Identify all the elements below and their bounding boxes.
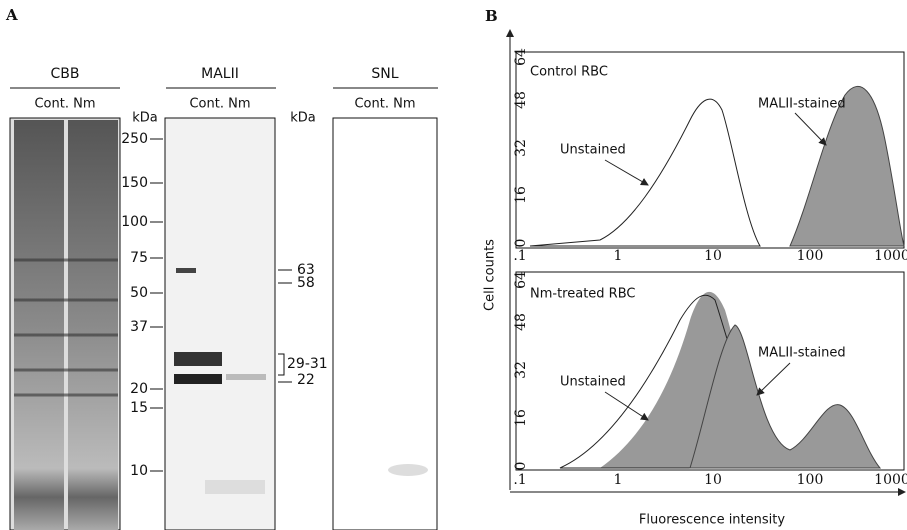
marker-ticks: [150, 138, 163, 472]
y-tick-label: 48: [513, 91, 529, 109]
marker-label: 15: [130, 400, 148, 416]
gel-malii: MALII Cont. Nm: [164, 66, 276, 530]
x-tick-label: 100: [797, 472, 824, 488]
y-tick-label: 32: [513, 139, 529, 157]
marker-label: 50: [130, 285, 148, 301]
gel: [332, 117, 438, 530]
histogram-unstained: [529, 98, 761, 247]
marker-unit: kDa: [132, 111, 158, 126]
panel-label: B: [485, 7, 498, 25]
arrow: [794, 112, 827, 146]
lane: [68, 120, 118, 530]
x-tick-label: 1: [614, 248, 623, 264]
y-tick-label: 48: [513, 313, 529, 331]
x-tick-label: .1: [513, 248, 526, 264]
markers: 250 150 100 75 50 37 20 15 10: [121, 131, 163, 479]
arrow: [756, 362, 791, 396]
x-ticks: .1 1 10 100 1000: [513, 248, 907, 264]
bands: [14, 258, 118, 397]
annotation: MALII-stained: [758, 97, 846, 112]
y-ticks: 0 16 32 48 64: [513, 271, 529, 470]
marker-label: 150: [121, 175, 148, 191]
x-tick-label: 100: [797, 248, 824, 264]
marker-label: 75: [130, 250, 148, 266]
y-tick-label: 64: [513, 48, 529, 66]
marker-label: 10: [130, 463, 148, 479]
gel: [164, 117, 276, 530]
annotation: Unstained: [560, 143, 626, 158]
band-labels: 63 58 29-31 22: [278, 262, 328, 388]
gel-cbb: CBB Cont. Nm: [9, 66, 121, 530]
gel-title: MALII: [201, 66, 239, 82]
y-tick-label: 16: [513, 409, 529, 427]
y-tick-label: 64: [513, 271, 529, 289]
gel-title: SNL: [371, 66, 398, 82]
lane-labels: Cont. Nm: [189, 97, 250, 112]
y-axis-label: Cell counts: [483, 239, 498, 311]
annotation: Unstained: [560, 375, 626, 390]
x-tick-label: 1000: [874, 248, 907, 264]
plot-frame: [515, 271, 905, 471]
y-tick-label: 0: [513, 239, 529, 248]
band-label: 29-31: [287, 356, 328, 372]
x-tick-label: .1: [513, 472, 526, 488]
x-tick-label: 1: [614, 472, 623, 488]
annotation: MALII-stained: [758, 346, 846, 361]
x-axis-label: Fluorescence intensity: [639, 513, 785, 528]
x-tick-label: 10: [704, 472, 722, 488]
band: [205, 480, 265, 494]
histogram-stained: [789, 85, 905, 247]
band: [174, 374, 222, 384]
x-ticks: .1 1 10 100 1000: [513, 472, 907, 488]
lane-labels: Cont. Nm: [354, 97, 415, 112]
x-tick-label: 1000: [874, 472, 907, 488]
y-ticks: 0 16 32 48 64: [513, 48, 529, 247]
x-tick-label: 10: [704, 248, 722, 264]
marker-label: 37: [130, 319, 148, 335]
gel-snl: SNL Cont. Nm: [332, 66, 438, 530]
y-tick-label: 16: [513, 186, 529, 204]
lane: [14, 120, 64, 530]
y-tick-label: 0: [513, 462, 529, 471]
gel-title: CBB: [51, 66, 80, 82]
arrow: [604, 391, 649, 421]
plot-title: Control RBC: [530, 65, 608, 80]
y-tick-label: 32: [513, 361, 529, 379]
band: [226, 374, 266, 380]
band-label: 63: [297, 262, 315, 278]
marker-label: 20: [130, 381, 148, 397]
band-unit: kDa: [290, 111, 316, 126]
marker-label: 100: [121, 214, 148, 230]
plot-frame: [515, 51, 905, 249]
band-label: 22: [297, 372, 315, 388]
plot-title: Nm-treated RBC: [530, 287, 635, 302]
histogram-stained: [689, 324, 882, 469]
panel-label: A: [5, 6, 18, 24]
band: [176, 268, 196, 273]
band: [174, 352, 222, 366]
band: [388, 464, 428, 476]
marker-label: 250: [121, 131, 148, 147]
arrow: [604, 159, 649, 186]
lane-labels: Cont. Nm: [34, 97, 95, 112]
band-label: 58: [297, 275, 315, 291]
